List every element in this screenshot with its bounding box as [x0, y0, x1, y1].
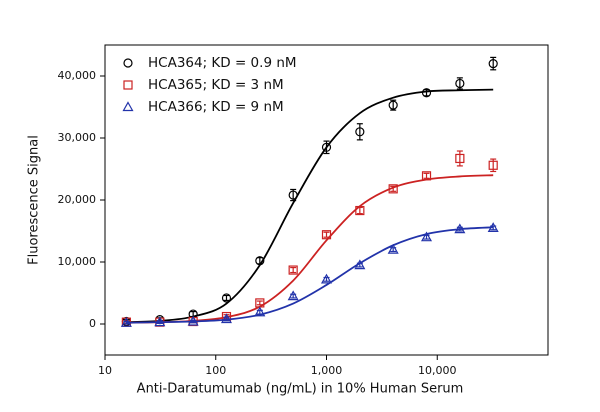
point — [455, 153, 465, 164]
y-tick-label: 20,000 — [58, 193, 97, 206]
fit-curve — [126, 174, 494, 324]
point — [487, 222, 499, 232]
point — [288, 265, 298, 275]
legend-marker — [123, 80, 133, 90]
point — [420, 231, 433, 242]
y-tick-label: 40,000 — [58, 69, 97, 82]
x-tick-label: 10 — [98, 364, 112, 377]
point — [287, 290, 299, 301]
point — [388, 184, 398, 194]
legend-text: HCA365; KD = 3 nM — [148, 77, 284, 93]
point — [220, 313, 233, 324]
point — [321, 142, 332, 152]
y-tick-label: 30,000 — [58, 131, 97, 144]
y-axis-title: Fluorescence Signal — [27, 135, 42, 265]
point — [421, 171, 432, 181]
point — [388, 100, 398, 110]
point — [387, 243, 399, 254]
fit-curve — [126, 226, 494, 324]
point — [187, 315, 199, 326]
point — [120, 317, 132, 327]
point — [320, 273, 333, 284]
point — [221, 293, 232, 303]
legend-text: HCA366; KD = 9 nM — [148, 99, 284, 115]
x-axis-title: Anti-Daratumumab (ng/mL) in 10% Human Se… — [137, 382, 464, 397]
point — [154, 316, 166, 327]
point — [355, 127, 365, 137]
point — [421, 88, 432, 98]
point — [255, 256, 265, 266]
legend-marker — [122, 101, 134, 112]
legend-text: HCA364; KD = 0.9 nM — [148, 55, 297, 71]
point — [288, 190, 298, 200]
legend-marker — [123, 58, 133, 68]
x-tick-label: 10,000 — [418, 364, 457, 377]
point — [488, 160, 498, 170]
point — [254, 306, 266, 317]
point — [354, 259, 366, 270]
point — [454, 223, 466, 234]
y-tick-label: 10,000 — [58, 255, 97, 268]
x-tick-label: 100 — [205, 364, 226, 377]
fit-curve — [126, 88, 494, 324]
point — [321, 230, 332, 240]
y-tick-label: 0 — [89, 317, 96, 330]
x-tick-label: 1,000 — [311, 364, 343, 377]
point — [355, 205, 365, 216]
point — [488, 58, 498, 69]
point — [455, 78, 465, 89]
